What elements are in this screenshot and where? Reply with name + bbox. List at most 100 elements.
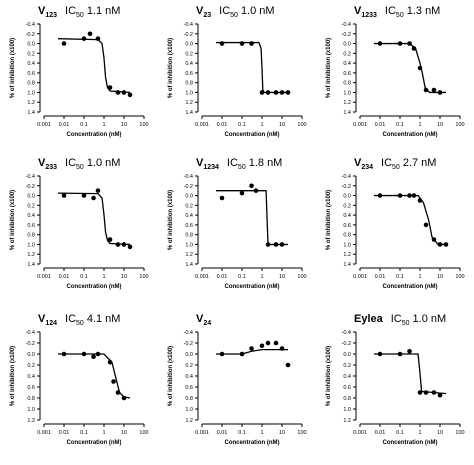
data-point [397, 193, 403, 198]
x-tick-label: 1 [418, 430, 421, 436]
data-point [431, 390, 437, 395]
y-tick-label: 0.8 [27, 81, 35, 87]
x-tick-label: 10 [121, 122, 127, 128]
panel-label-sub: 234 [361, 164, 373, 171]
x-tick-label: 1 [260, 122, 263, 128]
data-point [127, 92, 133, 98]
ic50-value: 1.0 nM [87, 157, 121, 169]
data-point [377, 351, 383, 357]
y-tick-label: -0.2 [26, 341, 35, 347]
x-tick-label: 100 [455, 122, 464, 128]
ic50-label: IC [385, 5, 396, 17]
y-tick-label: 1.0 [185, 90, 193, 96]
y-tick-label: -0.2 [342, 32, 351, 38]
ic50-value: 1.3 nM [407, 5, 441, 17]
ic50-sub: 50 [76, 12, 84, 19]
panel-title: V124 IC50 4.1 nM [38, 313, 120, 327]
y-axis-label: % of inhibition (x100) [326, 190, 332, 250]
y-tick-label: 1.2 [185, 100, 193, 106]
data-point [273, 242, 279, 247]
panel-title: V24 [196, 313, 211, 327]
y-tick-label: 1.2 [185, 418, 193, 424]
y-tick-label: 1.4 [343, 262, 351, 268]
y-tick-label: 0.6 [27, 71, 35, 77]
x-axis-label: Concentration (nM) [383, 440, 438, 446]
data-point [279, 90, 285, 95]
x-tick-label: 0.01 [217, 274, 228, 280]
y-tick-label: 0.6 [343, 385, 351, 391]
y-tick-label: 0.6 [185, 71, 193, 77]
data-point [61, 41, 67, 46]
y-tick-label: 1.4 [185, 262, 193, 268]
data-point [417, 65, 423, 71]
ic50-sub: 50 [76, 320, 84, 327]
data-point [273, 340, 279, 346]
y-tick-label: -0.4 [184, 22, 193, 28]
y-tick-label: -0.4 [184, 330, 193, 336]
x-tick-label: 0.001 [37, 430, 51, 436]
panel-label: V [196, 157, 204, 169]
y-tick-label: 0.6 [27, 223, 35, 229]
data-point [437, 90, 443, 95]
y-tick-label: 1.2 [343, 100, 351, 106]
data-point [121, 90, 127, 95]
x-tick-label: 100 [455, 274, 464, 280]
y-tick-label: 0.0 [343, 42, 351, 48]
y-tick-label: 0.4 [27, 61, 35, 67]
data-point [121, 242, 127, 247]
y-tick-label: 0.8 [185, 233, 193, 239]
data-point [81, 193, 87, 198]
x-tick-label: 0.1 [396, 274, 404, 280]
panel-label-sub: 1234 [203, 164, 219, 171]
x-tick-label: 1 [418, 122, 421, 128]
y-tick-label: 1.0 [343, 242, 351, 248]
data-point [411, 46, 417, 51]
y-tick-label: 0.8 [343, 81, 351, 87]
data-point [285, 90, 291, 95]
x-tick-label: 100 [455, 430, 464, 436]
y-axis-label: % of inhibition (x100) [168, 190, 174, 250]
data-point [397, 351, 403, 357]
panel-title: V1233 IC50 1.3 nM [354, 5, 440, 19]
data-point [95, 351, 101, 357]
y-tick-label: -0.4 [26, 22, 35, 28]
y-tick-label: -0.2 [342, 184, 351, 190]
ic50-label: IC [65, 313, 76, 325]
data-point [259, 90, 265, 95]
data-point [219, 41, 225, 46]
x-tick-label: 0.1 [238, 430, 246, 436]
y-tick-label: 0.8 [185, 396, 193, 402]
x-tick-label: 0.01 [217, 122, 228, 128]
data-point [417, 198, 423, 203]
ic50-value: 4.1 nM [87, 313, 121, 325]
ic50-sub: 50 [76, 164, 84, 171]
y-tick-label: 0.8 [343, 396, 351, 402]
x-tick-label: 1 [260, 430, 263, 436]
panel-title: V123 IC50 1.1 nM [38, 5, 120, 19]
y-tick-label: 1.4 [27, 262, 35, 268]
x-axis-label: Concentration (nM) [67, 284, 122, 290]
data-point [259, 343, 265, 349]
data-point [279, 242, 285, 247]
ic50-sub: 50 [230, 12, 238, 19]
data-point [61, 351, 67, 357]
x-tick-label: 1 [102, 430, 105, 436]
fit-curve [373, 353, 447, 395]
y-tick-label: 1.0 [185, 407, 193, 413]
data-point [107, 237, 113, 242]
data-point [95, 36, 101, 41]
data-point [115, 90, 121, 95]
y-axis-label: % of inhibition (x100) [10, 346, 16, 406]
data-point [121, 395, 127, 401]
fit-curve [215, 190, 289, 246]
ic50-label: IC [65, 5, 76, 17]
y-axis-label: % of inhibition (x100) [10, 190, 16, 250]
data-point [115, 390, 121, 395]
y-tick-label: 1.4 [343, 110, 351, 116]
y-tick-label: 1.4 [27, 110, 35, 116]
panel-title: V233 IC50 1.0 nM [38, 157, 120, 171]
panel-title: V1234 IC50 1.8 nM [196, 157, 282, 171]
fit-curve [373, 42, 447, 94]
fit-curve [373, 194, 447, 246]
data-point [407, 193, 412, 198]
